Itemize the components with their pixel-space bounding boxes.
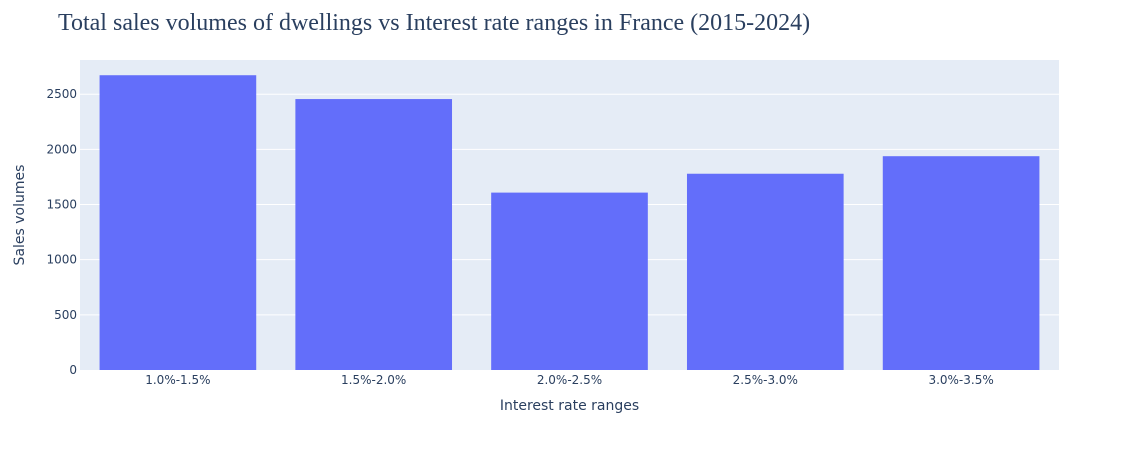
x-axis-title: Interest rate ranges — [500, 398, 639, 414]
bar[interactable] — [882, 156, 1040, 370]
bar[interactable] — [99, 75, 257, 371]
bar[interactable] — [491, 192, 648, 370]
y-tick-label: 2500 — [46, 87, 77, 101]
y-tick-label: 1500 — [46, 198, 77, 212]
x-tick-label: 2.5%-3.0% — [733, 373, 798, 387]
y-tick-labels: 0 500 1000 1500 2000 2500 — [46, 87, 77, 377]
y-tick-label: 1000 — [46, 253, 77, 267]
y-tick-label: 0 — [69, 363, 77, 377]
x-tick-label: 3.0%-3.5% — [928, 373, 993, 387]
chart-title: Total sales volumes of dwellings vs Inte… — [58, 10, 810, 36]
x-tick-labels: 1.0%-1.5% 1.5%-2.0% 2.0%-2.5% 2.5%-3.0% 3.0%… — [145, 373, 994, 387]
y-tick-label: 500 — [54, 308, 77, 322]
bar[interactable] — [686, 173, 844, 370]
x-tick-label: 1.0%-1.5% — [145, 373, 210, 387]
y-tick-label: 2000 — [46, 142, 77, 156]
y-axis-title: Sales volumes — [12, 165, 28, 266]
x-tick-label: 2.0%-2.5% — [537, 373, 602, 387]
bar[interactable] — [295, 99, 453, 371]
x-tick-label: 1.5%-2.0% — [341, 373, 406, 387]
bars — [99, 75, 1040, 371]
